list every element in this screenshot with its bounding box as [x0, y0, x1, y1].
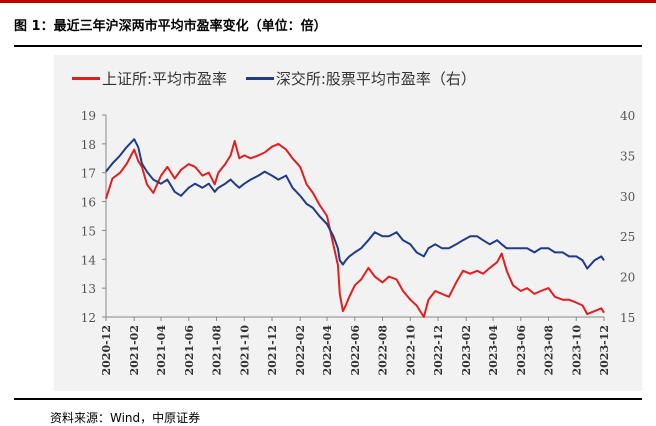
y-right-tick-label: 20 — [620, 271, 635, 285]
y-left-tick-label: 18 — [81, 138, 96, 152]
source-rule — [14, 398, 642, 400]
figure-title: 图 1：最近三年沪深两市平均市盈率变化（单位：倍） — [14, 19, 327, 34]
x-tick-label: 2021-12 — [266, 325, 279, 376]
y-left-tick-label: 19 — [81, 109, 96, 123]
x-tick-label: 2022-02 — [294, 325, 307, 376]
x-tick-label: 2022-06 — [349, 325, 362, 376]
x-tick-label: 2023-08 — [543, 325, 556, 376]
y-right-tick-label: 25 — [620, 230, 635, 244]
y-left-tick-label: 13 — [81, 282, 96, 296]
x-tick-label: 2021-08 — [211, 325, 224, 376]
legend-swatch-sh — [72, 77, 100, 80]
x-tick-label: 2023-04 — [487, 325, 500, 376]
x-tick-label: 2021-04 — [155, 325, 168, 376]
source-note: 资料来源：Wind，中原证券 — [50, 411, 201, 425]
x-tick-label: 2022-08 — [377, 325, 390, 376]
x-tick-label: 2022-10 — [404, 325, 417, 376]
x-tick-label: 2022-12 — [432, 325, 445, 376]
title-rule — [14, 45, 642, 47]
x-tick-label: 2023-10 — [570, 325, 583, 376]
top-rule — [0, 0, 656, 3]
y-left-tick-label: 15 — [81, 224, 96, 238]
x-tick-label: 2021-10 — [238, 325, 251, 376]
chart-panel: 19 18 17 16 15 14 13 12 40 35 30 25 20 15 2020-12 2021-… — [54, 55, 642, 391]
x-tick-label: 2023-06 — [515, 325, 528, 376]
y-left-tick-label: 17 — [81, 167, 96, 181]
chart-legend: 上证所:平均市盈率 深交所:股票平均市盈率（右） — [72, 66, 490, 89]
y-right-tick-label: 40 — [620, 109, 635, 123]
legend-item-sh: 上证所:平均市盈率 — [72, 68, 227, 89]
y-right-tick-label: 35 — [620, 149, 635, 163]
series-line-sh — [105, 140, 605, 318]
x-tick-label: 2023-12 — [598, 325, 611, 376]
legend-swatch-sz — [245, 77, 274, 80]
x-tick-label: 2020-12 — [100, 325, 113, 376]
series-line-sz — [105, 138, 605, 270]
x-tick-label: 2022-04 — [321, 325, 334, 376]
x-tick-label: 2021-06 — [183, 325, 196, 376]
legend-item-sz: 深交所:股票平均市盈率（右） — [245, 68, 476, 89]
line-chart: 19 18 17 16 15 14 13 12 40 35 30 25 20 15 2020-12 2021-… — [81, 109, 636, 376]
y-left-tick-label: 12 — [81, 311, 96, 325]
x-tick-label: 2023-02 — [460, 325, 473, 376]
legend-label-sz: 深交所:股票平均市盈率（右） — [275, 70, 476, 88]
x-tick-label: 2021-02 — [128, 325, 141, 376]
legend-label-sh: 上证所:平均市盈率 — [102, 70, 228, 88]
y-left-tick-label: 14 — [81, 253, 97, 267]
y-left-tick-label: 16 — [81, 196, 96, 210]
y-right-tick-label: 30 — [620, 190, 635, 204]
y-right-tick-label: 15 — [620, 311, 635, 325]
